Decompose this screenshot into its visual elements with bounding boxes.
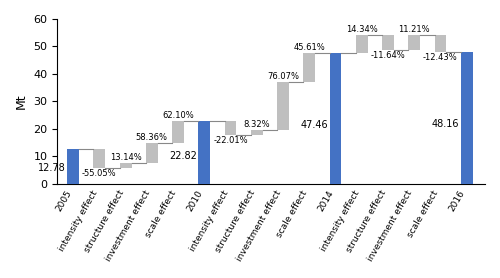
Bar xyxy=(146,143,158,163)
Bar xyxy=(198,121,210,184)
Text: -22.01%: -22.01% xyxy=(213,136,248,145)
Bar xyxy=(304,53,315,82)
Bar xyxy=(460,51,472,184)
Text: -12.43%: -12.43% xyxy=(423,53,458,62)
Bar xyxy=(120,163,132,168)
Text: -11.64%: -11.64% xyxy=(370,51,406,60)
Bar xyxy=(94,149,106,168)
Y-axis label: Mt: Mt xyxy=(15,94,28,109)
Text: 58.36%: 58.36% xyxy=(136,133,168,142)
Text: 45.61%: 45.61% xyxy=(294,43,325,52)
Bar xyxy=(330,53,342,184)
Text: 14.34%: 14.34% xyxy=(346,25,378,34)
Bar xyxy=(356,35,368,53)
Text: 12.78: 12.78 xyxy=(38,163,66,173)
Text: 62.10%: 62.10% xyxy=(162,111,194,120)
Bar xyxy=(277,82,289,130)
Bar xyxy=(408,35,420,50)
Text: 48.16: 48.16 xyxy=(432,119,460,129)
Text: 8.32%: 8.32% xyxy=(244,120,270,129)
Text: 22.82: 22.82 xyxy=(169,151,197,161)
Bar xyxy=(251,130,262,135)
Text: 47.46: 47.46 xyxy=(300,120,328,130)
Bar xyxy=(382,35,394,50)
Bar xyxy=(172,121,184,143)
Text: 13.14%: 13.14% xyxy=(110,153,142,162)
Text: 11.21%: 11.21% xyxy=(398,25,430,34)
Text: 76.07%: 76.07% xyxy=(267,72,299,81)
Text: -55.05%: -55.05% xyxy=(82,169,116,178)
Bar xyxy=(434,35,446,51)
Bar xyxy=(67,149,79,184)
Bar xyxy=(224,121,236,135)
